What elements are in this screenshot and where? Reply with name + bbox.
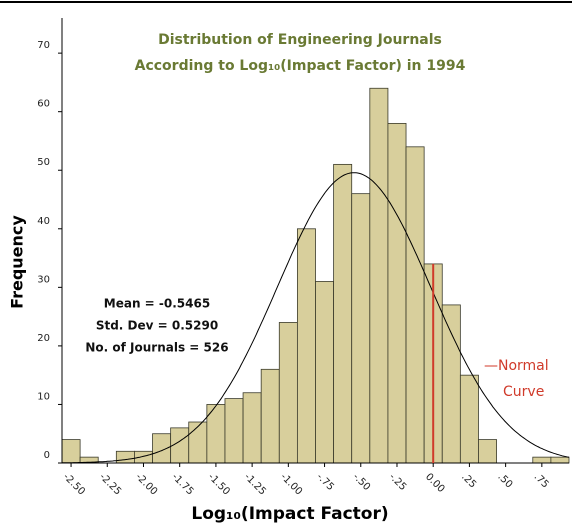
bar (134, 450, 153, 464)
normal-curve (62, 172, 570, 464)
y-tick-label: 70 (37, 40, 50, 51)
x-tick-label: -2.25 (97, 471, 123, 497)
bar (242, 392, 262, 464)
x-tick-label: .50 (495, 471, 514, 490)
curve-annotation: —Normal (484, 358, 549, 374)
x-tick-label: -.75 (314, 471, 336, 493)
y-tick-label: 40 (37, 216, 50, 227)
x-tick-label: -2.50 (61, 471, 87, 497)
y-tick-label: 10 (37, 391, 50, 402)
title-line: Distribution of Engineering Journals (158, 32, 442, 48)
bar (532, 456, 552, 464)
bar (152, 433, 172, 464)
x-tick-label: .75 (532, 471, 551, 490)
bar (550, 456, 570, 464)
x-tick-label: -.25 (387, 471, 409, 493)
x-tick-label: -1.00 (278, 471, 304, 497)
bar (315, 281, 335, 464)
bar (224, 398, 244, 464)
bar (459, 374, 479, 464)
stat-label: Mean = -0.5465 (104, 297, 210, 311)
stat-label: No. of Journals = 526 (85, 341, 228, 355)
x-tick-label: -1.50 (206, 471, 232, 497)
y-tick-label: 0 (44, 450, 50, 461)
bar (405, 146, 425, 464)
stat-label: Std. Dev = 0.5290 (96, 319, 218, 333)
bar (387, 122, 407, 464)
bar (441, 304, 461, 464)
x-tick-label: .25 (459, 471, 478, 490)
x-tick-label: -1.25 (242, 471, 268, 497)
bar (278, 322, 298, 464)
bar (260, 368, 280, 464)
bar (333, 163, 353, 464)
y-tick-label: 50 (37, 157, 50, 168)
x-tick-label: -2.00 (133, 471, 159, 497)
curve-annotation: Curve (503, 384, 544, 400)
bar (188, 421, 208, 464)
x-axis-label: Log₁₀(Impact Factor) (191, 504, 388, 524)
y-tick-label: 20 (37, 333, 50, 344)
bar (61, 439, 81, 464)
bar (478, 439, 497, 464)
y-tick-label: 30 (37, 274, 50, 285)
y-axis-label: Frequency (8, 215, 27, 309)
bar (115, 450, 135, 464)
title-line: According to Log₁₀(Impact Factor) in 199… (135, 58, 466, 74)
bar (351, 193, 371, 464)
y-tick-label: 60 (37, 99, 50, 110)
bar (369, 87, 389, 464)
bar (296, 228, 316, 464)
x-tick-label: -1.75 (169, 471, 195, 497)
x-tick-label: 0.00 (423, 471, 447, 495)
x-tick-label: -.50 (351, 471, 373, 493)
